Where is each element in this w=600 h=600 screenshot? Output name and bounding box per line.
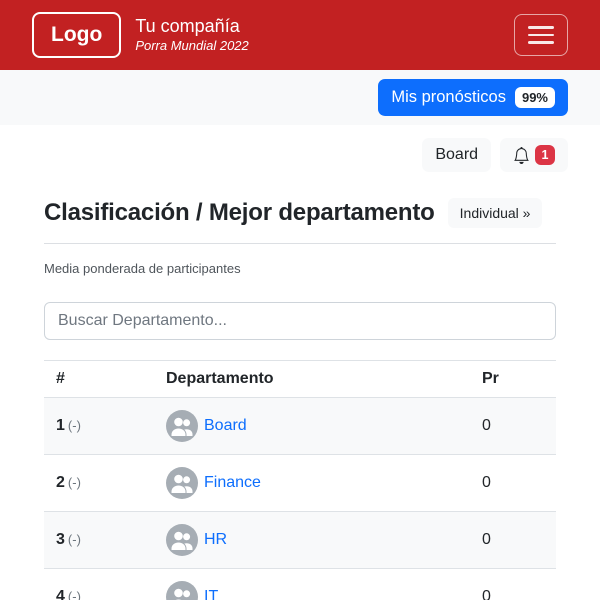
search-department-input[interactable] [44, 302, 556, 340]
pr-value: 0 [482, 588, 491, 600]
notification-count-badge: 1 [535, 145, 555, 165]
app-header: Logo Tu compañía Porra Mundial 2022 [0, 0, 600, 70]
actions-row: Board 1 [0, 125, 600, 172]
table-row: 4 (-) IT [44, 568, 556, 600]
pr-value: 0 [482, 417, 491, 434]
rank-number: 2 [56, 474, 65, 491]
rank-trend: (-) [67, 475, 81, 490]
team-people-icon [166, 410, 198, 442]
team-people-icon [166, 581, 198, 600]
column-header-rank: # [44, 360, 154, 398]
column-header-pr: Pr [470, 360, 556, 398]
logo-button[interactable]: Logo [32, 11, 122, 59]
rank-trend: (-) [67, 532, 81, 547]
rank-trend: (-) [67, 418, 81, 433]
rank-number: 3 [56, 531, 65, 548]
board-button[interactable]: Board [422, 138, 492, 172]
table-row: 3 (-) HR [44, 511, 556, 569]
my-predictions-button[interactable]: Mis pronósticos 99% [378, 78, 568, 117]
ranking-table: # Departamento Pr 1 (-) [44, 360, 556, 600]
table-row: 1 (-) Board [44, 397, 556, 455]
table-row: 2 (-) Finance [44, 454, 556, 512]
divider [44, 243, 556, 244]
rank-number: 4 [56, 588, 65, 600]
individual-ranking-button[interactable]: Individual » [447, 198, 543, 228]
column-header-department: Departamento [154, 360, 470, 398]
subheader-strip: Mis pronósticos 99% [0, 70, 600, 125]
department-link[interactable]: HR [204, 531, 228, 548]
bell-icon [514, 146, 529, 164]
page-subtitle: Media ponderada de participantes [44, 261, 241, 276]
team-people-icon [166, 467, 198, 499]
pr-value: 0 [482, 474, 491, 491]
main-content: Clasificación / Mejor departamento Indiv… [44, 198, 556, 600]
hamburger-icon [528, 26, 554, 29]
notifications-button[interactable]: 1 [500, 138, 568, 172]
department-link[interactable]: Board [204, 417, 247, 434]
title-row: Clasificación / Mejor departamento Indiv… [44, 198, 556, 228]
department-link[interactable]: Finance [204, 474, 261, 491]
my-predictions-label: Mis pronósticos [391, 88, 506, 106]
brand-block: Tu compañía Porra Mundial 2022 [135, 15, 248, 54]
department-link[interactable]: IT [204, 588, 219, 600]
company-name: Tu compañía [135, 16, 240, 37]
rank-trend: (-) [67, 589, 81, 600]
table-header-row: # Departamento Pr [44, 360, 556, 398]
rank-number: 1 [56, 417, 65, 434]
event-subtitle: Porra Mundial 2022 [135, 37, 249, 53]
page-title: Clasificación / Mejor departamento [44, 199, 435, 226]
hamburger-menu-button[interactable] [514, 14, 568, 56]
pr-value: 0 [482, 531, 491, 548]
predictions-percent-badge: 99% [514, 86, 555, 109]
team-people-icon [166, 524, 198, 556]
